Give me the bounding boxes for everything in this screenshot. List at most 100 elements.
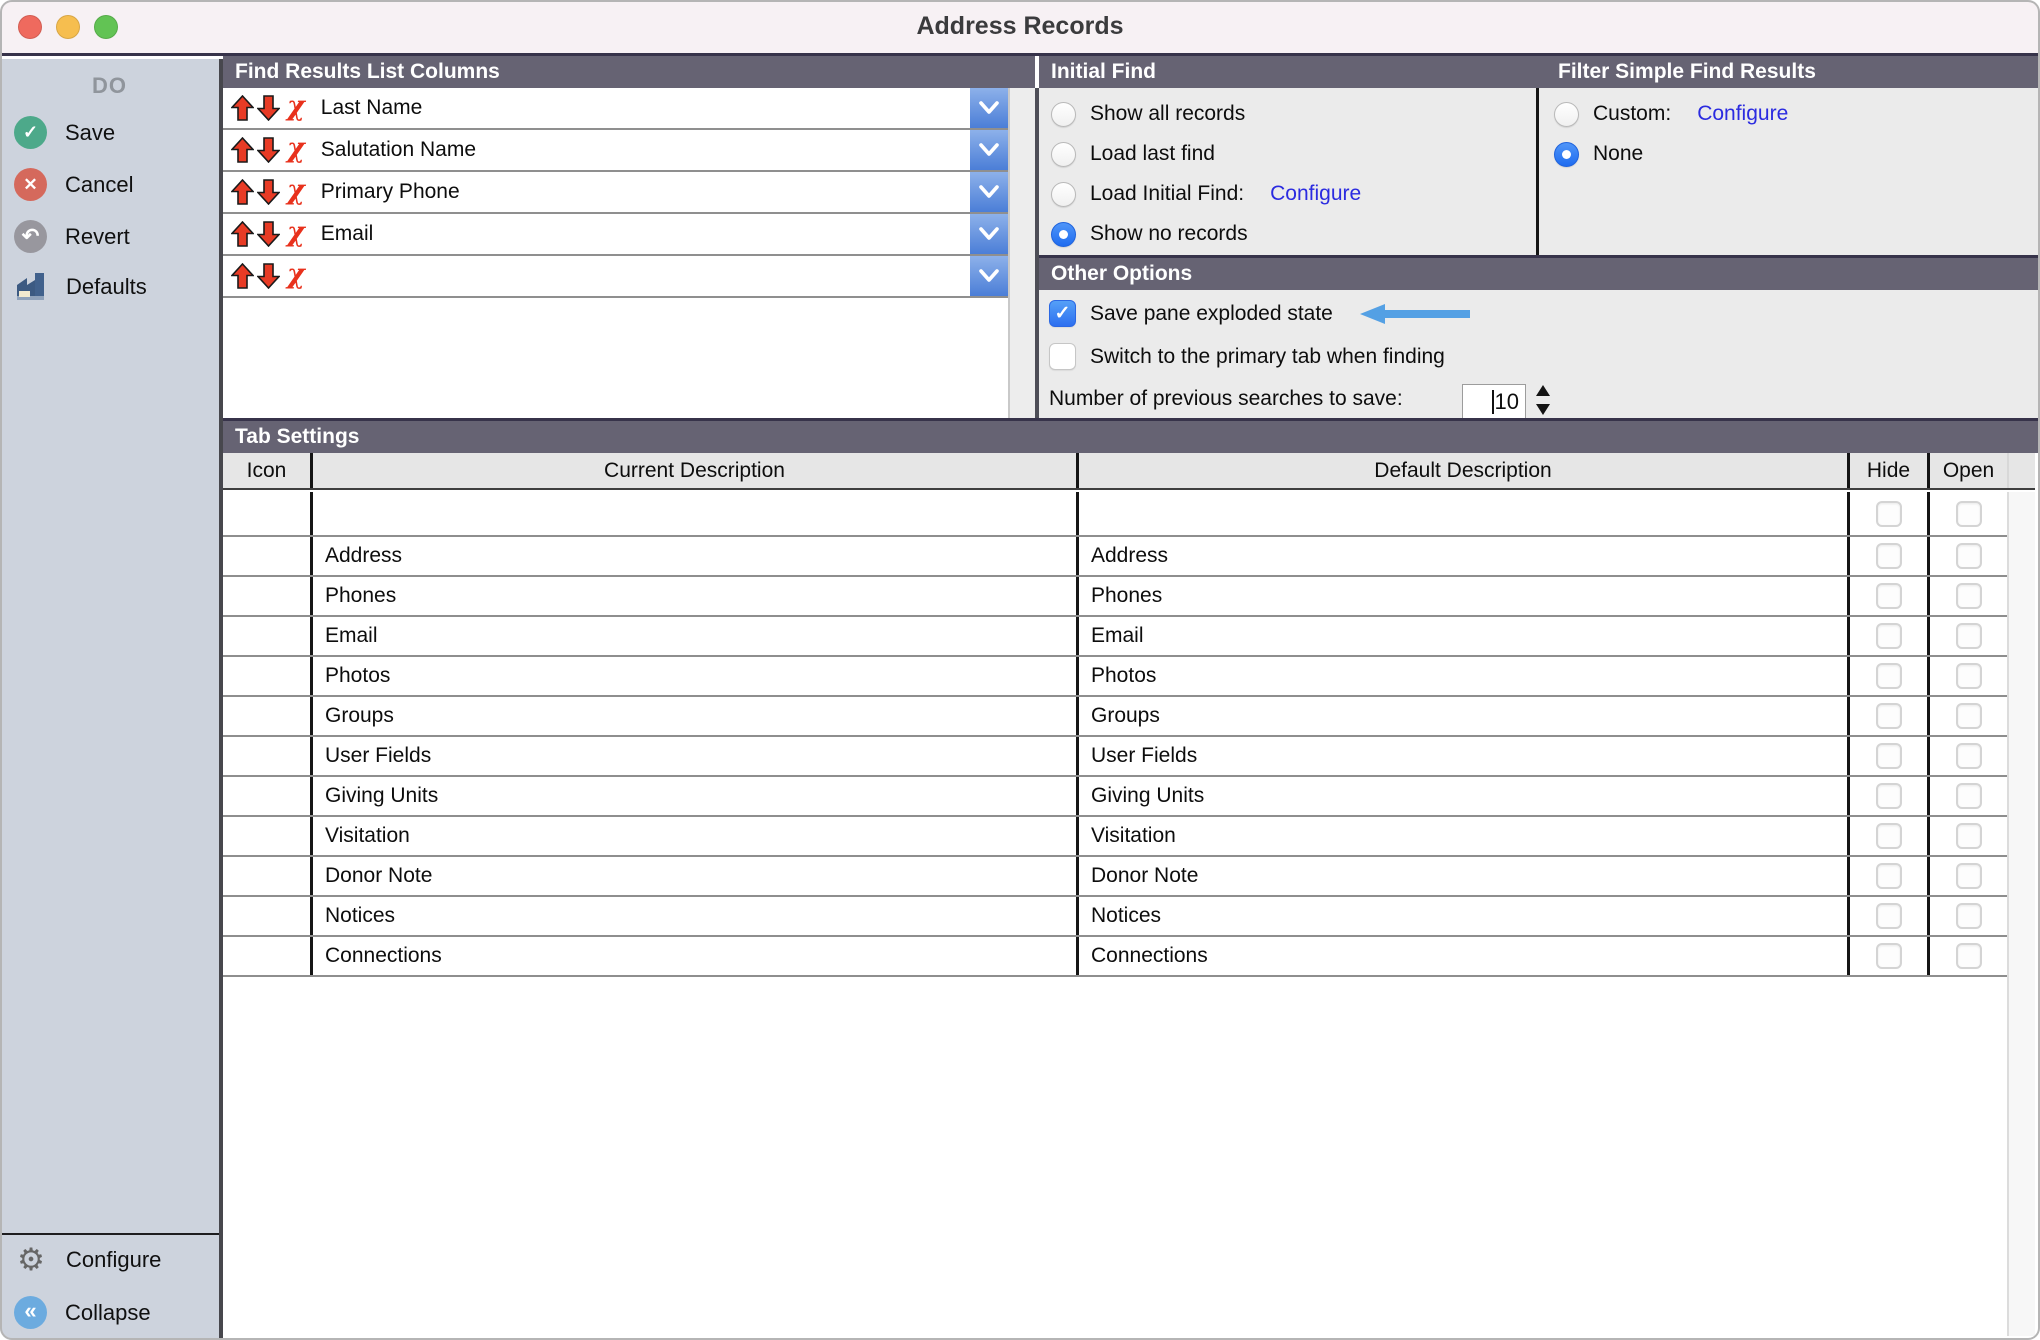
current-description-cell[interactable]: Groups: [310, 697, 1076, 735]
configure-button[interactable]: ⚙ Configure: [14, 1243, 161, 1276]
current-description-cell[interactable]: Notices: [310, 897, 1076, 935]
tab-row[interactable]: User Fields User Fields: [223, 737, 2035, 777]
tab-row[interactable]: Photos Photos: [223, 657, 2035, 697]
move-up-icon[interactable]: [231, 137, 254, 163]
hide-checkbox[interactable]: [1875, 903, 1902, 929]
current-description-cell[interactable]: Photos: [310, 657, 1076, 695]
radio-option-custom[interactable]: Custom: Configure: [1542, 94, 2040, 134]
open-checkbox[interactable]: [1955, 783, 1982, 809]
checkbox-save-pane-exploded[interactable]: ✓ Save pane exploded state: [1039, 300, 1471, 327]
revert-button[interactable]: ↶ Revert: [14, 220, 130, 253]
open-checkbox[interactable]: [1955, 543, 1982, 569]
column-dropdown-button[interactable]: [970, 214, 1008, 254]
radio-icon[interactable]: [1051, 181, 1076, 207]
hide-checkbox[interactable]: [1875, 500, 1902, 527]
hide-checkbox[interactable]: [1875, 623, 1902, 649]
tab-row[interactable]: Groups Groups: [223, 697, 2035, 737]
hide-checkbox[interactable]: [1875, 663, 1902, 689]
stepper-down-icon[interactable]: [1536, 404, 1550, 415]
column-dropdown-button[interactable]: [970, 256, 1008, 296]
move-up-icon[interactable]: [231, 95, 254, 121]
open-checkbox[interactable]: [1955, 743, 1982, 769]
find-column-row[interactable]: χ Email: [223, 214, 1008, 256]
current-description-cell[interactable]: Phones: [310, 577, 1076, 615]
move-down-icon[interactable]: [257, 179, 280, 205]
find-column-row[interactable]: χ Last Name: [223, 88, 1008, 130]
move-down-icon[interactable]: [257, 221, 280, 247]
hide-checkbox[interactable]: [1875, 943, 1902, 969]
radio-selected-icon[interactable]: [1554, 141, 1579, 167]
column-dropdown-button[interactable]: [970, 130, 1008, 170]
open-checkbox[interactable]: [1955, 623, 1982, 649]
remove-column-icon[interactable]: χ: [287, 132, 305, 164]
column-dropdown-button[interactable]: [970, 88, 1008, 128]
defaults-button[interactable]: Defaults: [14, 272, 147, 302]
hide-checkbox[interactable]: [1875, 783, 1902, 809]
column-dropdown-button[interactable]: [970, 172, 1008, 212]
move-up-icon[interactable]: [231, 179, 254, 205]
find-column-row[interactable]: χ Salutation Name: [223, 130, 1008, 172]
move-down-icon[interactable]: [257, 95, 280, 121]
collapse-button[interactable]: « Collapse: [14, 1296, 151, 1329]
remove-column-icon[interactable]: χ: [287, 174, 305, 206]
radio-option-none[interactable]: None: [1542, 134, 2040, 174]
radio-option-show-all-records[interactable]: Show all records: [1039, 94, 1536, 134]
hide-checkbox[interactable]: [1875, 703, 1902, 729]
current-description-cell[interactable]: Address: [310, 537, 1076, 575]
remove-column-icon[interactable]: χ: [287, 90, 305, 122]
current-description-cell[interactable]: User Fields: [310, 737, 1076, 775]
tab-row[interactable]: Phones Phones: [223, 577, 2035, 617]
checkbox-switch-primary-tab[interactable]: Switch to the primary tab when finding: [1039, 343, 1445, 370]
radio-icon[interactable]: [1051, 101, 1076, 127]
find-column-row-empty[interactable]: χ: [223, 256, 1008, 298]
tab-row[interactable]: Donor Note Donor Note: [223, 857, 2035, 897]
table-scrollbar-track[interactable]: [2007, 492, 2035, 1336]
number-of-searches-input[interactable]: 10: [1462, 384, 1526, 420]
open-checkbox[interactable]: [1955, 943, 1982, 969]
tab-row[interactable]: Connections Connections: [223, 937, 2035, 977]
radio-option-load-initial-find[interactable]: Load Initial Find: Configure: [1039, 174, 1536, 214]
tab-row[interactable]: Notices Notices: [223, 897, 2035, 937]
open-checkbox[interactable]: [1955, 663, 1982, 689]
cancel-button[interactable]: ✕ Cancel: [14, 168, 133, 201]
move-up-icon[interactable]: [231, 263, 254, 289]
move-down-icon[interactable]: [257, 263, 280, 289]
remove-column-icon[interactable]: χ: [287, 258, 305, 290]
find-column-row[interactable]: χ Primary Phone: [223, 172, 1008, 214]
minimize-window-button[interactable]: [56, 15, 80, 39]
hide-checkbox[interactable]: [1875, 583, 1902, 609]
current-description-cell[interactable]: Connections: [310, 937, 1076, 975]
radio-icon[interactable]: [1051, 141, 1076, 167]
current-description-cell[interactable]: [310, 492, 1076, 535]
open-checkbox[interactable]: [1955, 703, 1982, 729]
close-window-button[interactable]: [18, 15, 42, 39]
open-checkbox[interactable]: [1955, 863, 1982, 889]
open-checkbox[interactable]: [1955, 583, 1982, 609]
zoom-window-button[interactable]: [94, 15, 118, 39]
tab-row[interactable]: Visitation Visitation: [223, 817, 2035, 857]
current-description-cell[interactable]: Email: [310, 617, 1076, 655]
hide-checkbox[interactable]: [1875, 743, 1902, 769]
tab-row[interactable]: Address Address: [223, 537, 2035, 577]
save-button[interactable]: ✓ Save: [14, 116, 115, 149]
configure-filter-link[interactable]: Configure: [1697, 102, 1789, 125]
radio-option-show-no-records[interactable]: Show no records: [1039, 214, 1536, 254]
hide-checkbox[interactable]: [1875, 823, 1902, 849]
remove-column-icon[interactable]: χ: [287, 216, 305, 248]
tab-row[interactable]: Giving Units Giving Units: [223, 777, 2035, 817]
radio-option-load-last-find[interactable]: Load last find: [1039, 134, 1536, 174]
open-checkbox[interactable]: [1955, 903, 1982, 929]
move-down-icon[interactable]: [257, 137, 280, 163]
find-list-scrollbar-track[interactable]: [1008, 88, 1035, 418]
open-checkbox[interactable]: [1955, 500, 1982, 527]
move-up-icon[interactable]: [231, 221, 254, 247]
current-description-cell[interactable]: Giving Units: [310, 777, 1076, 815]
radio-icon[interactable]: [1554, 101, 1579, 127]
checkbox-unchecked-icon[interactable]: [1049, 343, 1076, 370]
current-description-cell[interactable]: Visitation: [310, 817, 1076, 855]
tab-row[interactable]: Email Email: [223, 617, 2035, 657]
hide-checkbox[interactable]: [1875, 863, 1902, 889]
current-description-cell[interactable]: Donor Note: [310, 857, 1076, 895]
checkbox-checked-icon[interactable]: ✓: [1049, 300, 1076, 327]
configure-initial-find-link[interactable]: Configure: [1270, 182, 1362, 205]
